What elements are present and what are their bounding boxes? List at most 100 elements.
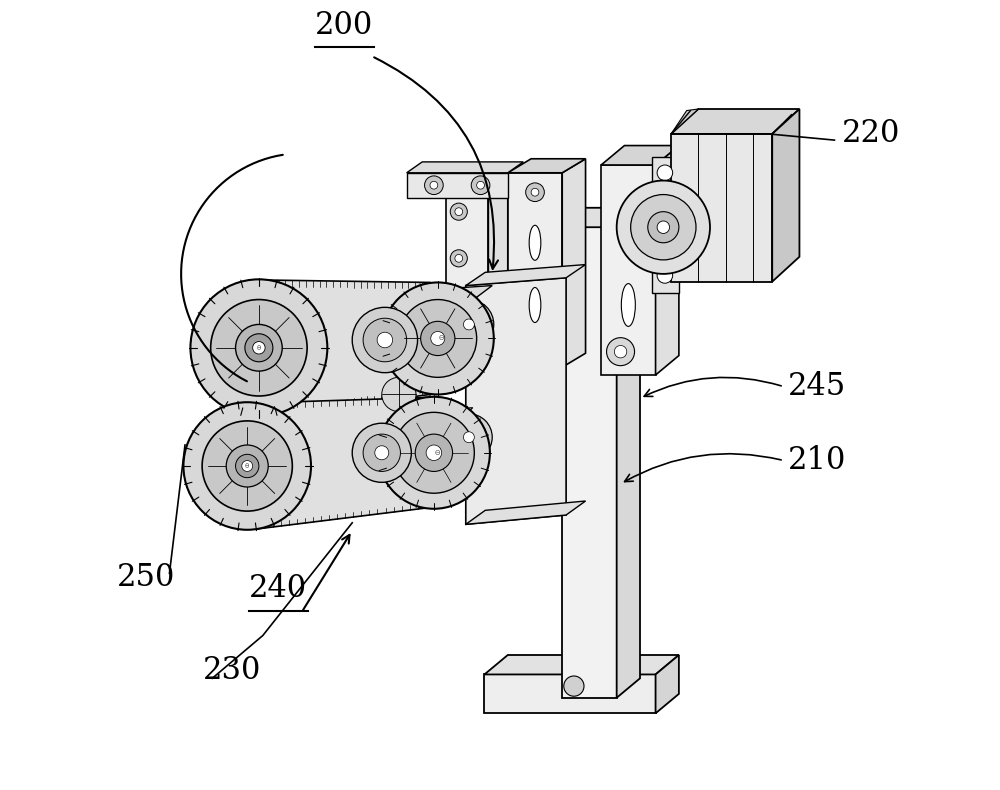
Circle shape (607, 337, 635, 366)
Circle shape (614, 345, 627, 358)
Circle shape (463, 319, 474, 330)
Text: 230: 230 (202, 655, 261, 686)
Circle shape (245, 334, 273, 362)
Circle shape (393, 412, 474, 493)
Polygon shape (772, 109, 799, 282)
Ellipse shape (621, 284, 635, 326)
Polygon shape (601, 145, 679, 165)
Circle shape (444, 299, 494, 349)
Circle shape (236, 454, 259, 478)
FancyArrowPatch shape (625, 453, 781, 482)
Circle shape (631, 194, 696, 260)
Polygon shape (376, 383, 430, 406)
Circle shape (352, 423, 411, 483)
Circle shape (426, 445, 442, 461)
Circle shape (190, 280, 327, 416)
Polygon shape (617, 208, 640, 698)
Circle shape (399, 299, 477, 378)
Circle shape (455, 293, 463, 301)
Circle shape (450, 250, 467, 267)
Polygon shape (562, 208, 640, 228)
Polygon shape (407, 162, 523, 173)
Circle shape (382, 378, 416, 412)
Polygon shape (656, 145, 679, 375)
Text: 250: 250 (117, 562, 175, 592)
Polygon shape (446, 165, 508, 177)
Polygon shape (232, 416, 465, 511)
Polygon shape (652, 157, 679, 293)
Circle shape (253, 341, 265, 354)
Circle shape (352, 307, 418, 373)
Circle shape (564, 676, 584, 696)
Circle shape (471, 176, 490, 194)
Circle shape (477, 182, 484, 189)
Polygon shape (247, 285, 492, 313)
Circle shape (202, 421, 292, 511)
Circle shape (236, 325, 282, 371)
Polygon shape (671, 109, 799, 134)
Circle shape (450, 335, 467, 352)
Circle shape (415, 435, 453, 472)
Polygon shape (671, 134, 772, 282)
Circle shape (425, 176, 443, 194)
Ellipse shape (621, 206, 635, 249)
Circle shape (657, 165, 673, 181)
Polygon shape (671, 109, 698, 134)
Circle shape (617, 181, 710, 274)
Polygon shape (466, 278, 566, 525)
Text: Θ: Θ (439, 336, 444, 341)
FancyArrowPatch shape (374, 58, 498, 269)
Polygon shape (508, 159, 586, 173)
Circle shape (531, 188, 539, 196)
Circle shape (455, 340, 463, 348)
Circle shape (183, 402, 311, 530)
Text: 220: 220 (842, 118, 901, 149)
Circle shape (463, 432, 474, 442)
Text: 200: 200 (315, 9, 374, 40)
Circle shape (382, 283, 494, 394)
Polygon shape (257, 397, 426, 529)
Polygon shape (562, 159, 586, 367)
Polygon shape (232, 408, 473, 431)
Circle shape (430, 182, 438, 189)
Ellipse shape (529, 225, 541, 260)
FancyArrowPatch shape (644, 378, 781, 397)
Polygon shape (484, 675, 656, 713)
Circle shape (446, 414, 492, 461)
Polygon shape (488, 165, 508, 367)
Circle shape (242, 461, 253, 472)
Circle shape (526, 183, 544, 201)
Text: Θ: Θ (435, 450, 440, 456)
Polygon shape (271, 280, 430, 416)
Circle shape (657, 268, 673, 284)
Circle shape (455, 254, 463, 262)
Polygon shape (508, 173, 562, 367)
Text: 240: 240 (249, 574, 307, 604)
Circle shape (431, 332, 445, 345)
Circle shape (375, 446, 389, 460)
Polygon shape (446, 177, 488, 367)
Polygon shape (407, 173, 508, 198)
Circle shape (657, 221, 670, 234)
Circle shape (455, 208, 463, 216)
Polygon shape (466, 501, 586, 525)
Circle shape (226, 445, 268, 487)
Polygon shape (601, 165, 656, 375)
Polygon shape (247, 297, 477, 390)
Circle shape (378, 397, 490, 509)
Circle shape (450, 288, 467, 306)
FancyArrowPatch shape (303, 535, 350, 610)
Circle shape (455, 310, 483, 338)
Ellipse shape (529, 288, 541, 322)
Polygon shape (466, 265, 586, 285)
Circle shape (450, 203, 467, 220)
Polygon shape (562, 228, 617, 698)
Circle shape (363, 318, 407, 362)
Text: 245: 245 (788, 371, 846, 402)
Text: θ: θ (257, 344, 261, 351)
Circle shape (363, 435, 400, 472)
Circle shape (377, 333, 393, 348)
Circle shape (456, 425, 481, 450)
Text: θ: θ (245, 463, 249, 469)
Polygon shape (484, 655, 679, 675)
